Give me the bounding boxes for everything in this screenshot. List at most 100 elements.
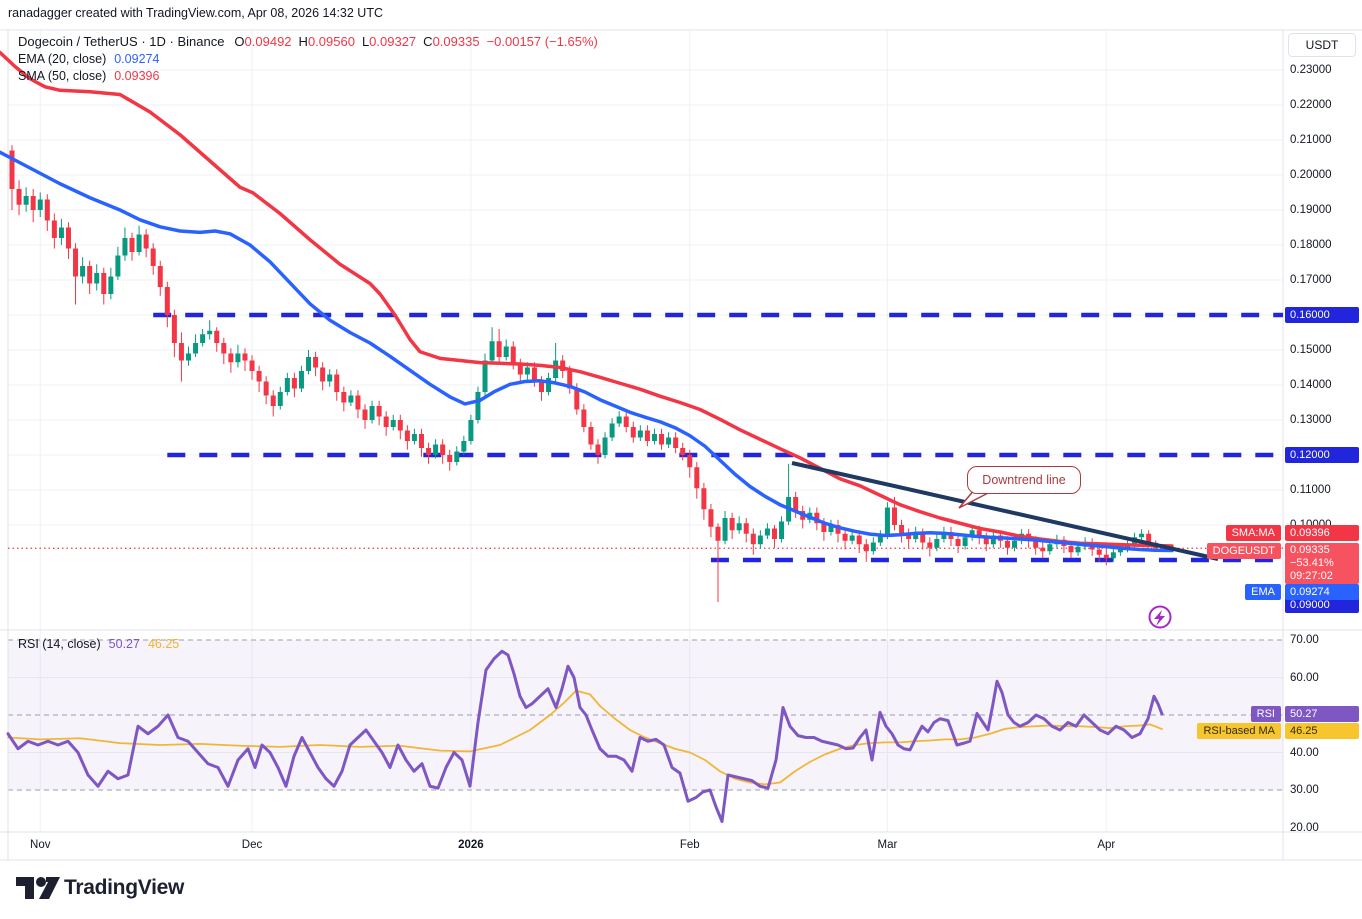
candle-body	[284, 378, 290, 392]
candle-body	[927, 542, 933, 548]
price-tick-label: 0.22000	[1290, 99, 1332, 111]
time-axis-label-feb: Feb	[679, 839, 700, 851]
candle-body	[51, 220, 57, 238]
candle-body	[37, 199, 43, 210]
candle-body	[291, 378, 297, 389]
candle-body	[651, 434, 657, 441]
candle-body	[186, 353, 191, 361]
change-value: −0.00157 (−1.65%)	[486, 34, 598, 49]
candle-body	[178, 343, 184, 361]
rsi-ma-line	[7, 689, 1163, 786]
candle-body	[722, 518, 728, 541]
candle-body	[602, 437, 608, 455]
downtrend-line-callout[interactable]: Downtrend line	[967, 466, 1081, 494]
time-axis-label-apr: Apr	[1097, 839, 1116, 851]
candle-body	[623, 416, 629, 427]
price-tick-label: 0.13000	[1290, 414, 1332, 426]
candle-body	[108, 276, 114, 294]
candle-body	[821, 523, 827, 532]
candle-body	[44, 199, 50, 221]
symbol-legend[interactable]: Dogecoin / TetherUS · 1D · Binance O0.094…	[18, 33, 598, 84]
candle-body	[531, 367, 537, 382]
candle-body	[383, 416, 389, 427]
symbol-title[interactable]: Dogecoin / TetherUS · 1D · Binance	[18, 34, 225, 49]
candle-body	[510, 346, 516, 364]
sma-name-tag: SMA:MA	[1225, 525, 1281, 541]
candle-body	[277, 392, 283, 406]
candle-body	[757, 535, 763, 545]
candle-body	[397, 420, 403, 431]
sma-legend-row[interactable]: SMA (50, close) 0.09396	[18, 67, 598, 84]
candle-body	[870, 542, 876, 552]
candle-body	[171, 315, 177, 343]
tradingview-logo-icon[interactable]	[16, 877, 34, 899]
candle-body	[150, 248, 156, 266]
low-value: 0.09327	[369, 34, 417, 49]
ema-indicator-value: 0.09274	[114, 52, 160, 66]
rsi-name-tag: RSI	[1250, 706, 1281, 722]
candle-body	[764, 528, 770, 536]
candle-body	[164, 287, 170, 315]
candle-body	[849, 535, 855, 541]
high-label: H	[298, 34, 308, 49]
tradingview-logo-slash	[39, 877, 60, 899]
candle-body	[270, 395, 276, 406]
candle-body	[369, 406, 375, 420]
sma50-line	[0, 50, 1174, 548]
currency-toggle-button[interactable]: USDT	[1288, 33, 1356, 57]
candle-body	[461, 441, 467, 452]
candle-body	[983, 537, 989, 545]
candle-body	[793, 497, 799, 511]
price-tick-label: 0.18000	[1290, 239, 1332, 251]
candle-body	[200, 334, 206, 343]
candle-body	[101, 273, 107, 294]
lightning-icon	[1154, 610, 1165, 626]
rsi-tick-label: 20.00	[1290, 821, 1319, 834]
ema20-line	[0, 150, 1174, 553]
candle-body	[80, 266, 86, 277]
candle-body	[694, 467, 700, 489]
candle-body	[687, 455, 693, 468]
candle-body	[1047, 544, 1053, 552]
candle-body	[1004, 540, 1010, 548]
ema-price-badge: 0.09274	[1285, 584, 1359, 600]
candle-body	[539, 381, 544, 392]
candle-body	[157, 266, 163, 287]
candle-body	[334, 374, 340, 392]
candle-body	[475, 392, 481, 420]
time-axis-label-mar: Mar	[877, 839, 898, 851]
close-label: C	[423, 34, 433, 49]
symbol-price-badge: 0.09335 −53.41% 09:27:02	[1285, 543, 1359, 584]
candle-body	[595, 444, 601, 455]
candle-body	[58, 227, 64, 238]
rsi-tick-label: 40.00	[1290, 746, 1319, 759]
candle-body	[207, 330, 213, 335]
candle-body	[771, 528, 777, 539]
candle-body	[1103, 554, 1109, 559]
candle-body	[941, 532, 947, 539]
candle-body	[320, 367, 326, 382]
candle-body	[426, 448, 432, 455]
candle-body	[23, 196, 29, 205]
candle-body	[94, 273, 100, 284]
candle-body	[856, 535, 862, 545]
candle-body	[842, 533, 848, 541]
candle-body	[468, 420, 474, 441]
candle-body	[990, 535, 996, 545]
candle-body	[73, 248, 79, 277]
candle-body	[581, 409, 587, 427]
price-tick-label: 0.11000	[1290, 484, 1331, 496]
candle-body	[630, 427, 636, 438]
symbol-name-tag: DOGEUSDT	[1206, 543, 1281, 559]
sma-price-badge: 0.09396	[1285, 525, 1359, 541]
candle-body	[362, 409, 368, 420]
rsi-legend-row[interactable]: RSI (14, close) 50.27 46.25	[18, 637, 179, 651]
candle-body	[390, 420, 396, 427]
candle-body	[1068, 546, 1074, 553]
tradingview-logo-text[interactable]: TradingView	[64, 876, 185, 899]
level-price-badge: 0.12000	[1285, 447, 1359, 463]
candle-body	[680, 448, 686, 455]
ema-legend-row[interactable]: EMA (20, close) 0.09274	[18, 50, 598, 67]
price-tick-label: 0.23000	[1290, 64, 1332, 76]
